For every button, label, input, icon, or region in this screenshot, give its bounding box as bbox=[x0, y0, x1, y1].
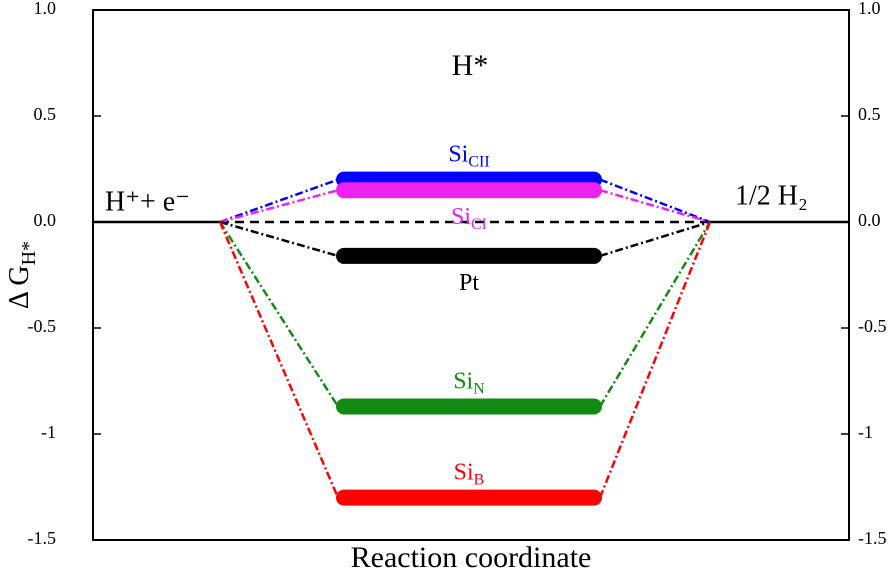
y2-tick-label: -0.5 bbox=[858, 316, 887, 336]
series-label-sub: CI bbox=[471, 216, 487, 233]
series-label: SiCI bbox=[451, 204, 487, 233]
series-label-name: Si bbox=[448, 141, 468, 167]
connector bbox=[219, 188, 339, 224]
series-label-name: Pt bbox=[459, 269, 479, 295]
chart-title: H* bbox=[452, 49, 489, 82]
series-label: Pt bbox=[459, 269, 479, 295]
series-label: SiN bbox=[453, 368, 485, 397]
initial-state-label: H⁺+ e⁻ bbox=[105, 186, 190, 217]
plot-frame bbox=[92, 9, 850, 541]
y2-tick-label: -1 bbox=[858, 422, 873, 442]
y-tick-label: -1 bbox=[41, 422, 56, 442]
connector bbox=[598, 221, 712, 408]
series-label-name: Si bbox=[454, 459, 474, 485]
x-axis-label: Reaction coordinate bbox=[351, 541, 592, 574]
y-tick-label: -1.5 bbox=[28, 528, 57, 548]
y-tick-label: 0.0 bbox=[34, 210, 57, 230]
final-state-label: 1/2 H₂ bbox=[735, 180, 808, 211]
y2-tick-label: 0.5 bbox=[858, 104, 881, 124]
connector bbox=[599, 188, 711, 224]
series-label-name: Si bbox=[453, 368, 473, 394]
y-tick-label: 0.5 bbox=[34, 104, 57, 124]
series-label-name: Si bbox=[451, 204, 471, 230]
connector bbox=[218, 221, 340, 499]
connector bbox=[598, 221, 712, 499]
y-tick-label: 1.0 bbox=[34, 0, 57, 18]
series-label: SiCII bbox=[448, 141, 489, 170]
y-tick-label: -0.5 bbox=[28, 316, 57, 336]
connector bbox=[599, 220, 711, 258]
series-label: SiB bbox=[454, 459, 485, 488]
y-axis-label: Δ GH* bbox=[4, 241, 39, 309]
y-axis-label-main: Δ G bbox=[4, 265, 35, 309]
connector bbox=[219, 178, 339, 224]
y-axis-label-sub: H* bbox=[18, 241, 40, 265]
connector bbox=[218, 221, 340, 408]
series-label-sub: CII bbox=[468, 153, 489, 170]
connector bbox=[599, 178, 711, 224]
y2-tick-label: 1.0 bbox=[858, 0, 881, 18]
y2-tick-label: 0.0 bbox=[858, 210, 881, 230]
series-label-sub: N bbox=[473, 380, 485, 397]
y2-tick-label: -1.5 bbox=[858, 528, 887, 548]
series-label-sub: B bbox=[474, 471, 485, 488]
connector bbox=[219, 220, 339, 258]
